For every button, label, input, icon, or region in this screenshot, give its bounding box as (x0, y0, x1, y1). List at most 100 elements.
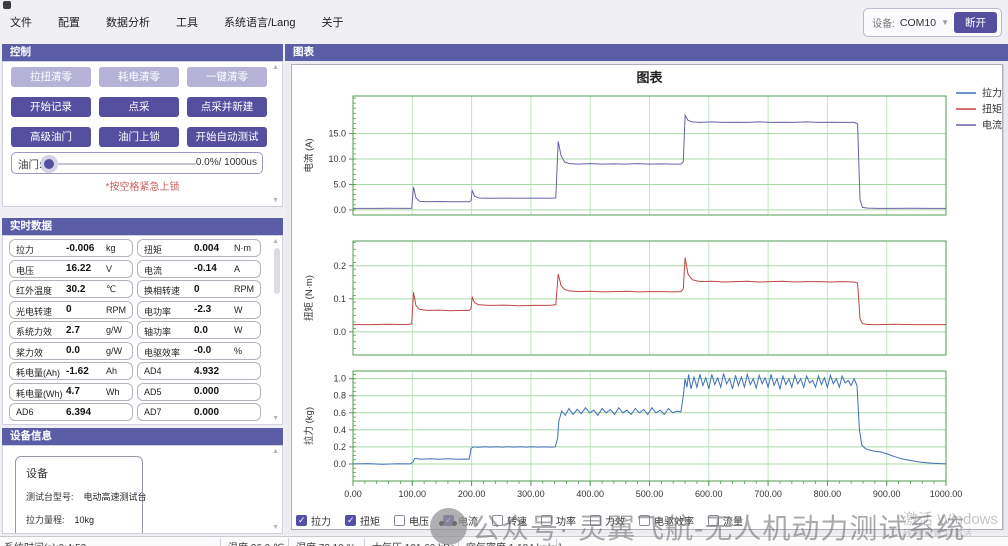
checkbox-icon[interactable] (708, 514, 719, 526)
realtime-field: 电功率 -2.3 W (137, 300, 261, 319)
zero-all-button[interactable]: 一键清零 (187, 67, 267, 87)
scrollbar-thumb[interactable] (274, 248, 280, 294)
menu-config[interactable]: 配置 (58, 17, 80, 29)
series-checkbox-8[interactable]: 电驱效率 (639, 513, 694, 528)
status-humidity: 湿度 72.10 % (296, 539, 355, 546)
checkbox-icon[interactable] (590, 514, 601, 526)
menu-language[interactable]: 系统语言/Lang (224, 17, 296, 29)
throttle-slider-box: 油门: 0.0%/ 1000us (11, 152, 263, 174)
auto-test-button[interactable]: 开始自动测试 (187, 127, 267, 147)
menu-file[interactable]: 文件 (10, 17, 32, 29)
realtime-field-partial (9, 423, 133, 424)
scroll-up-icon[interactable]: ▲ (272, 64, 279, 71)
zero-thrust-torque-button[interactable]: 拉扭清零 (11, 67, 91, 87)
zero-consumption-button[interactable]: 耗电清零 (99, 67, 179, 87)
series-checkbox-9[interactable]: 流量 (708, 513, 743, 528)
point-sample-new-button[interactable]: 点采并新建 (187, 97, 267, 117)
realtime-field: 光电转速 0 RPM (9, 300, 133, 319)
control-section-header: 控制 (2, 44, 283, 61)
control-section: 拉扭清零 耗电清零 一键清零 开始记录 点采 点采并新建 高级油门 油门上锁 开… (2, 61, 283, 207)
series-checkbox-2[interactable]: 扭矩 (345, 513, 380, 528)
scroll-up-icon[interactable]: ▲ (272, 238, 279, 245)
realtime-field: 扭矩 0.004 N·m (137, 239, 261, 257)
realtime-grid: 拉力 -0.006 kg 扭矩 0.004 N·m 电压 16.22 V 电流 -0.14 A 红外温度… (9, 239, 282, 424)
realtime-field: AD5 0.000 (137, 382, 261, 401)
thrust-range-row: 拉力量程: 10kg (26, 515, 95, 525)
throttle-label: 油门: (18, 159, 42, 171)
realtime-field: 拉力 -0.006 kg (9, 239, 133, 257)
checkbox-icon[interactable] (394, 514, 405, 526)
emergency-lock-hint: *按空格紧急上锁 (105, 182, 180, 193)
realtime-field: 耗电量(Ah) -1.62 Ah (9, 362, 133, 380)
device-model-row: 测试台型号: 电动高速测试台 (26, 492, 147, 502)
menu-data-analysis[interactable]: 数据分析 (106, 17, 150, 29)
svg-text:600.00: 600.00 (695, 489, 723, 499)
svg-text:100.00: 100.00 (399, 489, 427, 499)
svg-text:拉力: 拉力 (982, 87, 1002, 100)
checkbox-icon[interactable] (639, 514, 650, 526)
menu-tools[interactable]: 工具 (176, 17, 198, 29)
menu-about[interactable]: 关于 (321, 17, 344, 29)
series-checkbox-4[interactable]: 电流 (443, 513, 478, 528)
svg-text:扭矩: 扭矩 (982, 103, 1002, 116)
svg-text:400.00: 400.00 (576, 489, 604, 499)
checkbox-icon[interactable] (345, 514, 356, 526)
realtime-field: 耗电量(Wh) 4.7 Wh (9, 382, 133, 401)
status-air-density: 空气密度 1.184 kg/m³ (466, 539, 562, 546)
svg-text:10.0: 10.0 (328, 154, 346, 164)
device-info-section: 设备 测试台型号:电动高速测试台 拉力量程:10kg 扭矩量程:5N·m ▲ ▼ (2, 445, 283, 534)
scroll-down-icon[interactable]: ▼ (272, 524, 279, 531)
series-checkbox-6[interactable]: 功率 (541, 513, 576, 528)
svg-text:15.0: 15.0 (328, 129, 346, 139)
start-record-button[interactable]: 开始记录 (11, 97, 91, 117)
scroll-down-icon[interactable]: ▼ (272, 197, 279, 204)
realtime-section-header: 实时数据 (2, 218, 283, 235)
svg-text:900.00: 900.00 (873, 489, 901, 499)
svg-text:0.4: 0.4 (333, 425, 346, 435)
svg-text:0.0: 0.0 (333, 459, 346, 469)
svg-text:1.0: 1.0 (333, 374, 346, 384)
series-checkbox-7[interactable]: 力效 (590, 513, 625, 528)
svg-text:1000.00: 1000.00 (930, 489, 963, 499)
point-sample-button[interactable]: 点采 (99, 97, 179, 117)
window-icon (3, 1, 11, 9)
chart-plot: 图表 0.0 5.0 10.0 15.0 电流 (A) 0.0 0.1 0.2 扭矩 (N·m) 0… (303, 70, 1002, 499)
chart-scrollbar[interactable] (1003, 64, 1008, 530)
svg-text:300.00: 300.00 (517, 489, 545, 499)
realtime-field: 桨力效 0.0 g/W (9, 341, 133, 360)
disconnect-button[interactable]: 断开 (954, 12, 997, 33)
chart-widget: 图表 0.0 5.0 10.0 15.0 电流 (A) 0.0 0.1 0.2 扭矩 (N·m) 0… (291, 64, 1003, 530)
chevron-down-icon[interactable]: ▼ (941, 18, 949, 27)
checkbox-icon[interactable] (443, 514, 454, 526)
throttle-slider-handle[interactable] (40, 155, 58, 173)
throttle-slider-track[interactable] (58, 163, 196, 165)
device-label: 设备: (872, 19, 895, 30)
svg-text:700.00: 700.00 (754, 489, 782, 499)
svg-text:200.00: 200.00 (458, 489, 486, 499)
series-checkbox-1[interactable]: 拉力 (296, 513, 331, 528)
checkbox-icon[interactable] (541, 514, 552, 526)
svg-text:800.00: 800.00 (814, 489, 842, 499)
realtime-field: 红外温度 30.2 ℃ (9, 280, 133, 298)
series-toggle-row: 拉力扭矩电压电流转速功率力效电驱效率流量 (296, 512, 743, 528)
svg-text:0.0: 0.0 (333, 327, 346, 337)
svg-text:电流: 电流 (982, 119, 1002, 132)
svg-text:0.0: 0.0 (333, 205, 346, 215)
scroll-down-icon[interactable]: ▼ (272, 415, 279, 422)
device-group-title: 设备 (26, 468, 48, 480)
series-checkbox-5[interactable]: 转速 (492, 513, 527, 528)
checkbox-icon[interactable] (296, 514, 307, 526)
throttle-lock-button[interactable]: 油门上锁 (99, 127, 179, 147)
series-checkbox-3[interactable]: 电压 (394, 513, 429, 528)
scroll-up-icon[interactable]: ▲ (272, 448, 279, 455)
checkbox-icon[interactable] (492, 514, 503, 526)
realtime-field: 电流 -0.14 A (137, 259, 261, 278)
menubar: 文件 配置 数据分析 工具 系统语言/Lang 关于 (0, 10, 1008, 34)
realtime-field: AD4 4.932 (137, 362, 261, 380)
svg-text:扭矩 (N·m): 扭矩 (N·m) (303, 275, 315, 321)
realtime-field-partial (137, 423, 261, 424)
advanced-throttle-button[interactable]: 高级油门 (11, 127, 91, 147)
device-info-section-header: 设备信息 (2, 428, 283, 445)
com-port-select[interactable]: COM10 (899, 16, 937, 29)
svg-text:电流 (A): 电流 (A) (303, 138, 315, 172)
